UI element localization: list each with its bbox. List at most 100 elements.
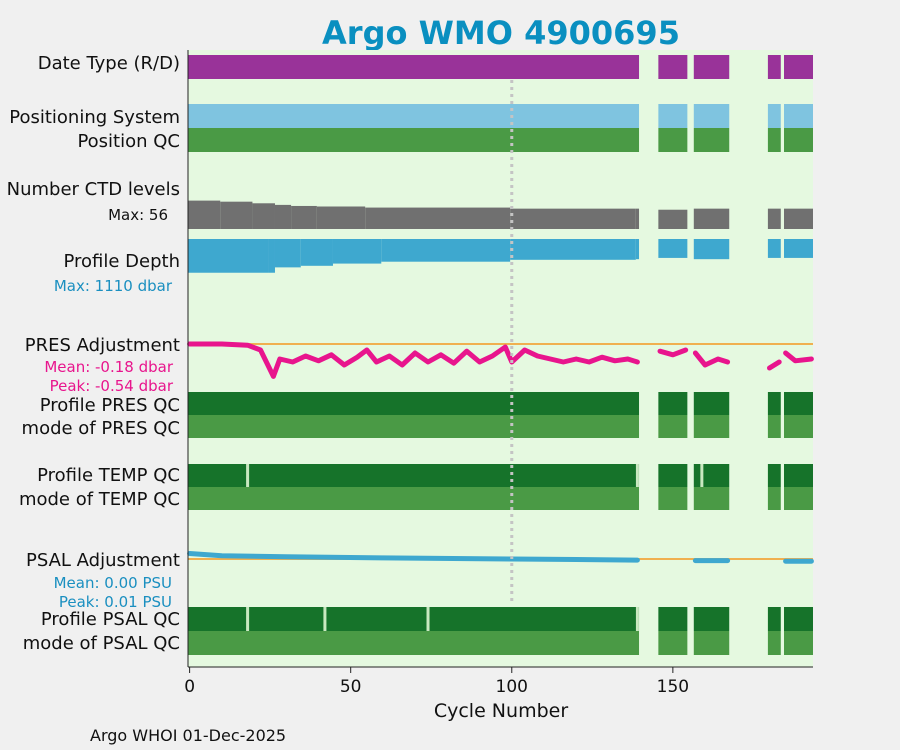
positioning-system-segment (188, 104, 640, 128)
positioning-system-segment (658, 104, 688, 128)
profile-psal-qc-segment (767, 607, 781, 631)
date-type-segment (188, 55, 640, 79)
mode-pres-qc-segment (188, 415, 640, 438)
date-type-segment (784, 55, 813, 79)
position-qc-segment (693, 128, 730, 152)
label-position-qc: Position QC (77, 131, 180, 152)
profile-depth-bar (658, 239, 688, 258)
profile-psal-qc-segment (188, 607, 640, 631)
pres-adjustment-series (767, 359, 782, 371)
profile-psal-qc-flag (426, 607, 430, 631)
profile-psal-qc-flag (635, 607, 639, 631)
profile-depth-bar (693, 239, 730, 260)
ctd-levels-bar (510, 208, 636, 229)
profile-temp-qc-segment (188, 464, 640, 487)
profile-depth-bar (268, 239, 275, 273)
profile-temp-qc-segment (693, 464, 730, 487)
position-qc-segment (784, 128, 813, 152)
label-profile-psal-qc: Profile PSAL QC (41, 609, 180, 630)
psal-mean-label: Mean: 0.00 PSU (54, 574, 172, 592)
mode-psal-qc-segment (188, 631, 640, 655)
ctd-levels-bar (693, 208, 730, 229)
ctd-levels-bar (316, 206, 366, 229)
label-psal-adjustment: PSAL Adjustment (26, 550, 180, 571)
profile-depth-bar (188, 239, 269, 273)
mode-temp-qc-segment (693, 487, 730, 510)
ctd-max-label: Max: 56 (108, 206, 168, 224)
ctd-levels-bar (635, 208, 640, 229)
ctd-levels-bar (188, 200, 221, 229)
chart-title: Argo WMO 4900695 (322, 14, 680, 52)
mode-temp-qc-segment (658, 487, 688, 510)
label-profile-temp-qc: Profile TEMP QC (37, 465, 180, 486)
profile-temp-qc-segment (658, 464, 688, 487)
profile-depth-bar (510, 239, 636, 260)
ctd-levels-bar (365, 207, 511, 229)
ctd-levels-bar (658, 209, 688, 229)
profile-pres-qc-segment (188, 392, 640, 415)
ctd-levels-bar (252, 203, 275, 229)
profile-psal-qc-segment (784, 607, 813, 631)
mode-temp-qc-segment (784, 487, 813, 510)
ctd-levels-bar (291, 205, 317, 229)
positioning-system-segment (767, 104, 781, 128)
label-pres-adjustment: PRES Adjustment (25, 335, 180, 356)
positioning-system-segment (693, 104, 730, 128)
date-type-segment (658, 55, 688, 79)
x-tick-label: 100 (496, 677, 528, 697)
profile-psal-qc-flag (246, 607, 250, 631)
ctd-levels-bar (767, 208, 781, 229)
mode-temp-qc-segment (767, 487, 781, 510)
position-qc-segment (767, 128, 781, 152)
mode-pres-qc-segment (693, 415, 730, 438)
pres-peak-label: Peak: -0.54 dbar (50, 377, 174, 395)
depth-max-label: Max: 1110 dbar (54, 277, 173, 295)
pres-adjustment-series (783, 350, 814, 364)
data-marks (187, 55, 814, 655)
x-axis-label: Cycle Number (434, 700, 568, 722)
profile-temp-qc-flag (700, 464, 704, 487)
pres-adjustment-series (692, 350, 731, 368)
label-profile-depth: Profile Depth (63, 251, 180, 272)
profile-temp-qc-segment (767, 464, 781, 487)
mode-psal-qc-segment (767, 631, 781, 655)
mode-pres-qc-segment (784, 415, 813, 438)
profile-psal-qc-flag (323, 607, 327, 631)
profile-depth-bar (300, 239, 333, 266)
profile-temp-qc-flag (246, 464, 250, 487)
x-axis-ticks: 0 50 100 150 (184, 667, 689, 697)
profile-psal-qc-segment (693, 607, 730, 631)
mode-psal-qc-segment (658, 631, 688, 655)
label-mode-psal-qc: mode of PSAL QC (23, 633, 180, 654)
label-profile-pres-qc: Profile PRES QC (40, 395, 180, 416)
mode-pres-qc-segment (658, 415, 688, 438)
profile-temp-qc-flag (635, 464, 639, 487)
psal-peak-label: Peak: 0.01 PSU (59, 593, 172, 611)
date-type-segment (693, 55, 730, 79)
profile-depth-bar (784, 239, 813, 258)
label-mode-pres-qc: mode of PRES QC (22, 418, 180, 439)
mode-psal-qc-segment (784, 631, 813, 655)
profile-depth-bar (767, 239, 781, 258)
profile-depth-bar (381, 239, 511, 262)
mode-pres-qc-segment (767, 415, 781, 438)
ctd-levels-bar (784, 208, 813, 229)
positioning-system-segment (784, 104, 813, 128)
label-positioning-system: Positioning System (9, 107, 180, 128)
ctd-levels-bar (274, 204, 292, 229)
date-type-segment (767, 55, 781, 79)
plot-background (188, 50, 813, 667)
pres-adjustment-series (657, 347, 689, 358)
profile-depth-bar (635, 239, 640, 260)
profile-pres-qc-segment (658, 392, 688, 415)
position-qc-segment (658, 128, 688, 152)
x-tick-label: 0 (184, 677, 195, 697)
pres-mean-label: Mean: -0.18 dbar (44, 358, 174, 376)
profile-pres-qc-segment (784, 392, 813, 415)
psal-adjustment-series (187, 551, 640, 563)
mode-temp-qc-segment (188, 487, 640, 510)
mode-psal-qc-segment (693, 631, 730, 655)
label-mode-temp-qc: mode of TEMP QC (19, 489, 180, 510)
pres-adjustment-series (187, 341, 640, 379)
